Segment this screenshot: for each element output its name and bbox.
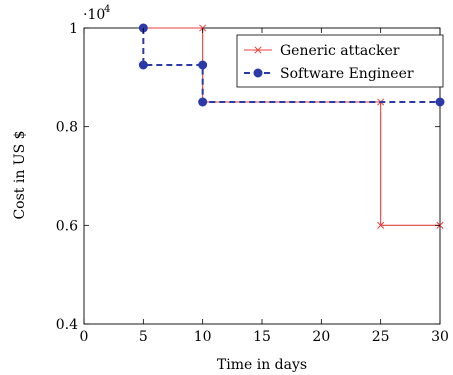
data-point-circle-marker	[198, 97, 208, 107]
y-tick-label: 0.8	[56, 120, 78, 136]
series-2	[138, 23, 445, 107]
series-line	[142, 28, 440, 103]
y-tick-label: 1	[69, 21, 78, 37]
y-tick-label: 0.6	[56, 218, 78, 234]
x-tick-label: 0	[80, 329, 89, 345]
data-point-x-marker	[377, 221, 385, 229]
marker-stroke	[377, 221, 385, 229]
data-point-x-marker	[254, 46, 262, 54]
legend-entry-1: Generic attacker	[244, 43, 400, 59]
x-axis-label: Time in days	[217, 357, 307, 373]
x-tick-label: 5	[139, 329, 148, 345]
x-tick-label: 15	[253, 329, 271, 345]
y-axis-multiplier: ·10 4	[83, 4, 110, 23]
y-multiplier-exponent: 4	[104, 4, 110, 15]
legend-box	[236, 34, 444, 88]
x-tick-label: 30	[431, 329, 449, 345]
data-point-circle-marker	[253, 68, 263, 78]
x-tick-label: 25	[372, 329, 390, 345]
legend: Generic attacker Software Engineer	[236, 34, 444, 88]
ticks-layer: 0 5 10 15 20 25 30 0.4 0.6 0.8 1	[56, 21, 449, 345]
y-multiplier-base: ·10	[83, 7, 105, 23]
legend-label: Generic attacker	[280, 43, 400, 59]
legend-label: Software Engineer	[280, 66, 414, 82]
data-point-circle-marker	[138, 60, 148, 70]
data-point-circle-marker	[198, 60, 208, 70]
x-tick-label: 10	[194, 329, 212, 345]
marker-stroke	[254, 46, 262, 54]
x-tick-label: 20	[312, 329, 330, 345]
y-tick-label: 0.4	[56, 317, 78, 333]
data-point-circle-marker	[435, 97, 445, 107]
y-axis-label: Cost in US $	[12, 130, 28, 219]
legend-entry-2: Software Engineer	[244, 66, 414, 82]
